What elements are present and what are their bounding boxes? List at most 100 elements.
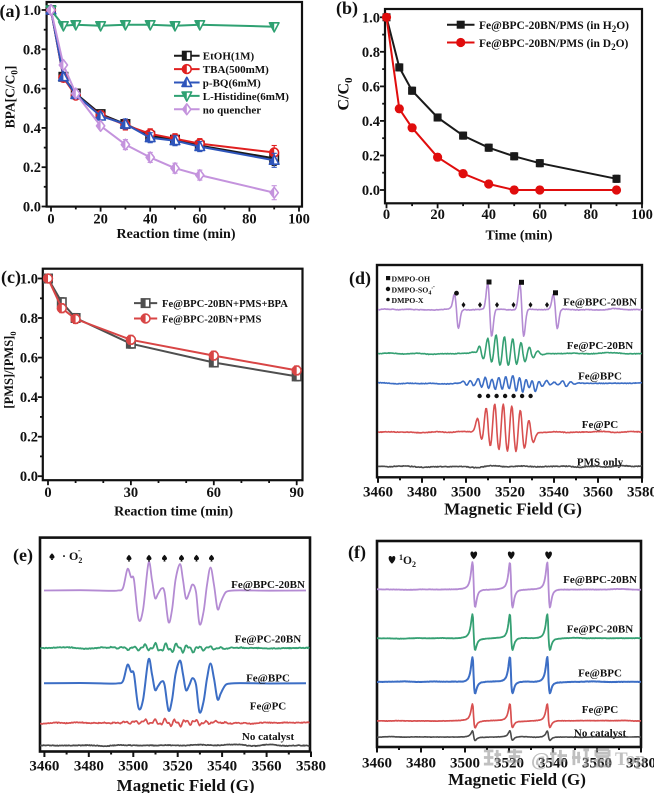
svg-text:0.0: 0.0 [362,183,380,199]
svg-text:C/C0: C/C0 [336,77,356,111]
svg-text:TBA(500mM): TBA(500mM) [203,64,269,76]
svg-text:Fe@BPC: Fe@BPC [578,371,622,383]
svg-text:Fe@PC: Fe@PC [582,704,619,716]
svg-text:Fe@BPC-20BN: Fe@BPC-20BN [231,579,305,591]
svg-text:· O2-: · O2- [62,546,82,565]
svg-text:20: 20 [430,207,445,223]
svg-text:Fe@BPC-20BN+PMS: Fe@BPC-20BN+PMS [162,315,262,326]
svg-text:Fe@PC-20BN: Fe@PC-20BN [567,624,633,636]
svg-text:0.6: 0.6 [23,82,41,98]
svg-text:0.4: 0.4 [20,390,38,406]
svg-text:0.0: 0.0 [20,469,38,485]
svg-text:No catalyst: No catalyst [242,731,295,743]
svg-text:DMPO-OH: DMPO-OH [392,275,431,284]
svg-text:(c): (c) [1,267,21,288]
svg-text:3520: 3520 [163,759,193,775]
svg-text:(a): (a) [0,1,21,22]
svg-text:30: 30 [124,485,139,501]
svg-text:40: 40 [143,212,158,228]
svg-text:no quencher: no quencher [203,104,261,116]
svg-text:100: 100 [631,207,653,223]
svg-text:L-Histidine(6mM): L-Histidine(6mM) [203,91,289,103]
svg-text:0.4: 0.4 [362,114,380,130]
svg-text:Fe@BPC-20BN: Fe@BPC-20BN [563,574,637,586]
svg-text:3560: 3560 [582,756,612,772]
svg-text:DMPO-X: DMPO-X [392,296,424,305]
svg-text:0.2: 0.2 [23,160,41,176]
svg-text:Time (min): Time (min) [485,228,552,243]
svg-text:80: 80 [584,207,599,223]
svg-text:0.2: 0.2 [20,430,38,446]
svg-text:[PMS]/[PMS]0: [PMS]/[PMS]0 [2,331,18,408]
svg-text:3460: 3460 [363,485,393,501]
svg-text:100: 100 [288,212,310,228]
svg-text:3540: 3540 [207,759,237,775]
svg-text:(b): (b) [336,0,358,19]
svg-text:No catalyst: No catalyst [574,728,627,740]
svg-text:60: 60 [207,485,222,501]
svg-text:0: 0 [47,212,54,228]
svg-text:3460: 3460 [29,759,59,775]
svg-text:Magnetic Field (G): Magnetic Field (G) [117,776,255,793]
svg-text:3580: 3580 [626,756,654,772]
svg-text:3520: 3520 [494,756,524,772]
svg-text:0.8: 0.8 [362,45,380,61]
svg-text:20: 20 [93,212,108,228]
svg-text:BPA[C/C0]: BPA[C/C0] [3,66,20,129]
svg-text:(e): (e) [13,545,33,566]
svg-text:0.4: 0.4 [23,121,41,137]
svg-text:Fe@BPC-20BN+PMS+BPA: Fe@BPC-20BN+PMS+BPA [162,299,288,310]
svg-text:0.6: 0.6 [362,79,380,95]
svg-text:0: 0 [383,207,390,223]
svg-text:3580: 3580 [627,485,654,501]
svg-text:Top: Top [615,749,646,770]
svg-text:Fe@PC-20BN: Fe@PC-20BN [567,340,633,352]
svg-text:Reaction time (min): Reaction time (min) [114,505,233,520]
svg-text:p-BQ(6mM): p-BQ(6mM) [203,78,261,90]
svg-text:0.2: 0.2 [362,148,380,164]
svg-text:3500: 3500 [118,759,148,775]
svg-text:0.0: 0.0 [23,200,41,216]
svg-text:PMS only: PMS only [577,457,624,469]
svg-text:40: 40 [481,207,496,223]
svg-text:90: 90 [289,485,304,501]
svg-text:3560: 3560 [583,485,613,501]
svg-text:Magnetic Field (G): Magnetic Field (G) [448,770,586,789]
svg-text:Fe@BPC-20BN: Fe@BPC-20BN [563,296,637,308]
svg-text:60: 60 [193,212,208,228]
svg-text:60: 60 [533,207,548,223]
svg-text:Magnetic Field (G): Magnetic Field (G) [444,500,582,519]
svg-text:EtOH(1M): EtOH(1M) [203,51,255,63]
svg-text:3580: 3580 [296,759,326,775]
svg-text:3540: 3540 [539,485,569,501]
svg-text:80: 80 [242,212,257,228]
svg-text:Reaction time (min): Reaction time (min) [117,227,236,242]
svg-text:0.8: 0.8 [20,311,38,327]
svg-text:1.0: 1.0 [23,3,41,19]
svg-text:3500: 3500 [450,756,480,772]
svg-text:Fe@PC: Fe@PC [250,701,287,713]
svg-text:Fe@PC: Fe@PC [582,419,619,431]
svg-text:Fe@BPC-20BN/PMS (in H2O): Fe@BPC-20BN/PMS (in H2O) [479,20,629,34]
svg-text:1O2: 1O2 [399,553,416,569]
svg-text:0: 0 [44,485,51,501]
svg-text:3480: 3480 [407,485,437,501]
svg-text:@: @ [531,749,550,771]
svg-text:3560: 3560 [252,759,282,775]
svg-text:0.6: 0.6 [20,351,38,367]
svg-text:3480: 3480 [406,756,436,772]
svg-text:3480: 3480 [74,759,104,775]
svg-text:0.8: 0.8 [23,42,41,58]
svg-text:Fe@BPC-20BN/PMS (in D2O): Fe@BPC-20BN/PMS (in D2O) [479,38,629,52]
svg-text:3520: 3520 [495,485,525,501]
svg-text:Fe@BPC: Fe@BPC [246,673,290,685]
svg-text:Fe@PC-20BN: Fe@PC-20BN [235,634,301,646]
svg-text:3500: 3500 [451,485,481,501]
svg-text:1.0: 1.0 [20,272,38,288]
svg-text:(f): (f) [348,542,366,563]
svg-text:3460: 3460 [362,756,392,772]
svg-text:Fe@BPC: Fe@BPC [578,668,622,680]
svg-text:1.0: 1.0 [362,10,380,26]
svg-text:(d): (d) [349,268,371,289]
svg-text:DMPO-SO4.-: DMPO-SO4.- [392,284,435,296]
